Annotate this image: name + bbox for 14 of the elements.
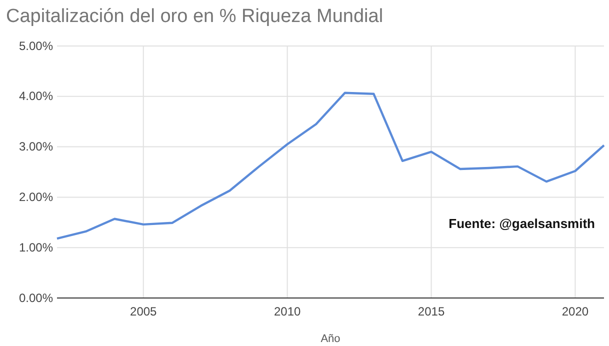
- chart-title: Capitalización del oro en % Riqueza Mundial: [6, 6, 384, 27]
- y-tick-label: 5.00%: [18, 38, 54, 53]
- y-tick-label: 0.00%: [18, 290, 54, 305]
- line-series: [56, 92, 606, 240]
- annotation: Fuente: @gaelsansmith: [448, 216, 596, 231]
- x-axis-title: Año: [320, 333, 340, 345]
- x-tick-label: 2015: [418, 304, 445, 319]
- y-tick-label: 4.00%: [18, 89, 54, 104]
- y-tick-label: 3.00%: [18, 140, 54, 154]
- y-tick-label: 1.00%: [18, 240, 54, 254]
- x-tick-label: 2020: [562, 304, 589, 319]
- x-tick-label: 2010: [274, 304, 301, 319]
- y-tick-label: 2.00%: [18, 190, 54, 204]
- x-tick-label: 2005: [130, 304, 158, 319]
